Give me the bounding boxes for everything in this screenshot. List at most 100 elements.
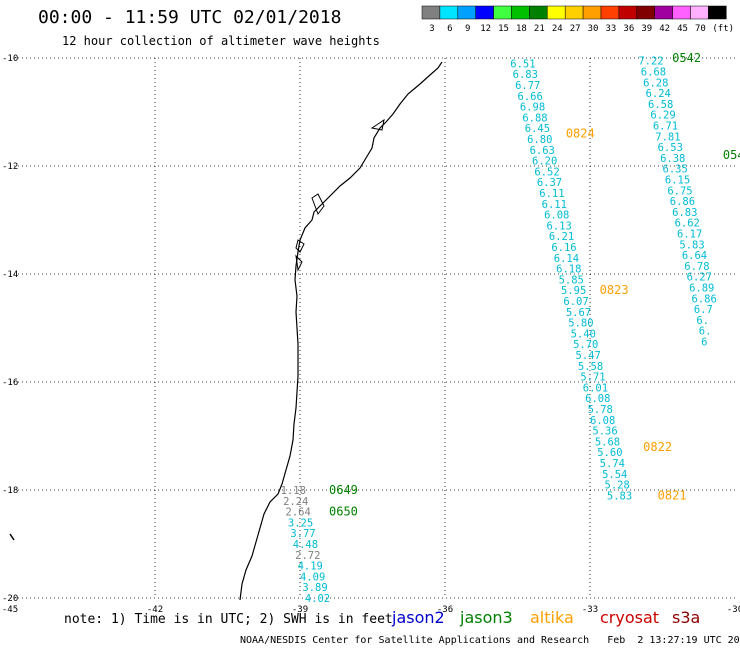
swh-value-label: 5.95 bbox=[561, 285, 586, 297]
colorbar-bin bbox=[582, 5, 602, 20]
pass-time-label: 0649 bbox=[329, 483, 358, 497]
swh-value-label: 6.01 bbox=[583, 382, 608, 394]
swh-value-label: 5.60 bbox=[597, 447, 622, 459]
longitude-tick-label: -30 bbox=[727, 605, 740, 615]
swh-value-label: 2.72 bbox=[295, 550, 320, 562]
swh-value-label: 6.86 bbox=[670, 196, 695, 208]
longitude-tick-label: -42 bbox=[147, 605, 163, 615]
swh-value-label: 6.51 bbox=[510, 58, 535, 70]
colorbar-bin bbox=[654, 5, 673, 20]
swh-value-label: 5.70 bbox=[573, 339, 598, 351]
longitude-tick-label: -33 bbox=[582, 605, 598, 615]
swh-value-label: 5.40 bbox=[571, 328, 596, 340]
colorbar-tick-label: 24 bbox=[552, 24, 563, 34]
colorbar-legend: 3 6 9 12 15 18 21 24 27 30 33 36 39 42 45 70 (ft) bbox=[421, 5, 734, 34]
colorbar-bin bbox=[600, 5, 620, 20]
swh-value-label: 5.78 bbox=[588, 404, 613, 416]
pass-time-label: 0650 bbox=[329, 505, 358, 519]
colorbar-tick-label: 27 bbox=[570, 24, 581, 34]
swh-value-label: 6.28 bbox=[643, 77, 668, 89]
satellite-legend-jason3: jason3 bbox=[460, 608, 513, 627]
credit-line: NOAA/NESDIS Center for Satellite Applica… bbox=[240, 635, 740, 646]
swh-value-label: 5.36 bbox=[592, 426, 617, 438]
colorbar-bin bbox=[547, 5, 566, 20]
colorbar-bin bbox=[690, 5, 709, 20]
colorbar-bin bbox=[564, 5, 584, 20]
colorbar-bin bbox=[529, 5, 548, 20]
satellite-legend-altika: altika bbox=[530, 608, 574, 627]
swh-value-label: 6.15 bbox=[665, 175, 690, 187]
swh-value-label: 6.80 bbox=[527, 134, 552, 146]
swh-value-label: 6.52 bbox=[534, 166, 559, 178]
swh-value-label: 4.48 bbox=[293, 539, 318, 551]
swh-value-label: 6.83 bbox=[672, 207, 697, 219]
swh-value-label: 5.28 bbox=[605, 480, 630, 492]
colorbar-bin bbox=[475, 5, 494, 20]
colorbar-tick-label: 9 bbox=[465, 24, 470, 34]
colorbar-tick-label: 39 bbox=[641, 24, 652, 34]
colorbar-bin bbox=[511, 5, 530, 20]
swh-value-label: 6.21 bbox=[549, 231, 574, 243]
swh-value-label: 3.89 bbox=[302, 582, 327, 594]
colorbar-tick-label: 3 bbox=[429, 24, 434, 34]
swh-value-label: 5.85 bbox=[559, 274, 584, 286]
satellite-legend-cryosat: cryosat bbox=[600, 608, 660, 627]
colorbar-bin bbox=[636, 5, 655, 20]
lat-lon-grid: -45 -42 -39 -36 -33 -30 -10 -12 -14 -16 -18 -20 bbox=[2, 54, 740, 615]
swh-value-label: 6.16 bbox=[551, 242, 576, 254]
swh-value-label: 4.19 bbox=[298, 561, 323, 573]
swh-value-label: 5.71 bbox=[580, 372, 605, 384]
longitude-tick-label: -39 bbox=[292, 605, 308, 615]
swh-value-label: 6.08 bbox=[590, 415, 615, 427]
swh-value-label: 6.07 bbox=[563, 296, 588, 308]
latitude-tick-label: -20 bbox=[2, 594, 18, 604]
swh-value-label: 6. bbox=[699, 326, 712, 338]
swh-value-label: 6.11 bbox=[539, 188, 564, 200]
latitude-tick-label: -14 bbox=[2, 270, 18, 280]
colorbar-tick-label: 70 bbox=[695, 24, 706, 34]
swh-value-label: 6.62 bbox=[675, 218, 700, 230]
altimeter-tracks: 7.226.686.286.246.586.296.717.816.536.38… bbox=[281, 56, 717, 605]
swh-value-label: 6.37 bbox=[537, 177, 562, 189]
swh-value-label: 5.47 bbox=[576, 350, 601, 362]
colorbar-bin bbox=[618, 5, 638, 20]
colorbar-bin bbox=[439, 5, 459, 20]
swh-value-label: 5.67 bbox=[566, 307, 591, 319]
satellite-legend-s3a: s3a bbox=[672, 608, 701, 627]
colorbar-tick-label: 12 bbox=[480, 24, 491, 34]
swh-value-label: 6.08 bbox=[585, 393, 610, 405]
swh-value-label: 6.58 bbox=[648, 99, 673, 111]
swh-value-label: 6.14 bbox=[554, 253, 579, 265]
colorbar-tick-label: 45 bbox=[677, 24, 688, 34]
longitude-tick-label: -36 bbox=[437, 605, 453, 615]
swh-value-label: 6.77 bbox=[515, 80, 540, 92]
swh-value-label: 6.18 bbox=[556, 264, 581, 276]
swh-value-label: 6.17 bbox=[677, 229, 702, 241]
swh-value-label: 5.68 bbox=[595, 436, 620, 448]
colorbar-tick-label: 30 bbox=[588, 24, 599, 34]
swh-value-label: 7.81 bbox=[655, 131, 680, 143]
swh-value-label: 2.24 bbox=[283, 496, 308, 508]
swh-value-label: 7.22 bbox=[638, 56, 663, 68]
pass-time-labels: 0542 0543 0824 0823 0822 0821 0649 0650 bbox=[329, 51, 740, 519]
swh-value-label: 6.71 bbox=[653, 121, 678, 133]
map-subtitle: 12 hour collection of altimeter wave hei… bbox=[62, 34, 380, 48]
swh-value-label: 5.74 bbox=[600, 458, 625, 470]
colorbar-tick-label: 36 bbox=[623, 24, 634, 34]
pass-time-label: 0543 bbox=[723, 148, 740, 162]
pass-time-label: 0821 bbox=[658, 488, 687, 502]
colorbar-tick-label: 15 bbox=[498, 24, 509, 34]
pass-time-label: 0542 bbox=[672, 51, 701, 65]
colorbar-bin bbox=[421, 5, 441, 20]
map-title: 00:00 - 11:59 UTC 02/01/2018 bbox=[38, 7, 342, 28]
swh-value-label: 6.78 bbox=[684, 261, 709, 273]
swh-value-label: 3.25 bbox=[288, 517, 313, 529]
colorbar-bin bbox=[493, 5, 512, 20]
swh-value-label: 6.53 bbox=[658, 142, 683, 154]
swh-value-label: 6.89 bbox=[689, 283, 714, 295]
swh-value-label: 6.7 bbox=[694, 304, 713, 316]
swh-value-label: 6.68 bbox=[641, 67, 666, 79]
colorbar-unit-label: (ft) bbox=[712, 24, 734, 34]
swh-value-label: 6.27 bbox=[687, 272, 712, 284]
